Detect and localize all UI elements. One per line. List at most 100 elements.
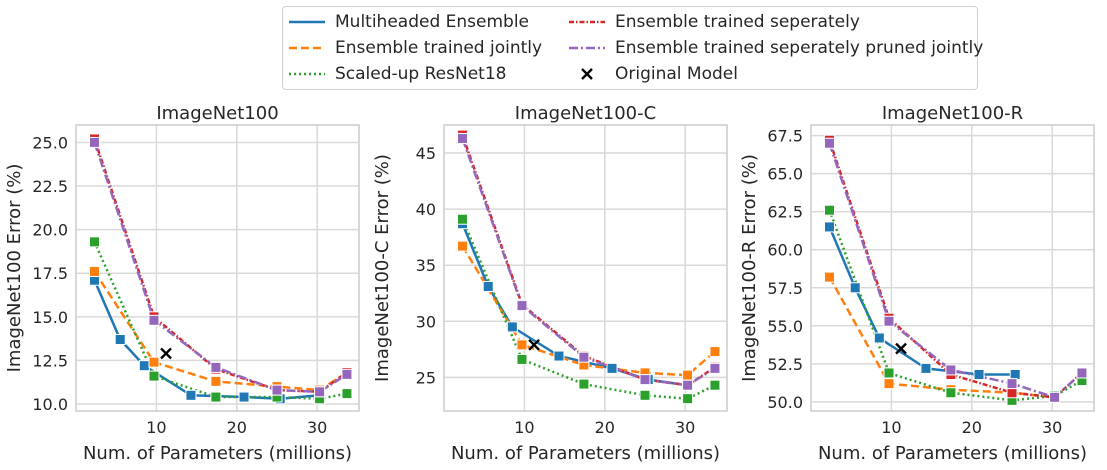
data-point-pruned [148,314,160,326]
data-point-jointly [516,339,528,351]
legend-item-seperately: Ensemble trained seperately [567,10,860,34]
data-point-pruned [456,132,468,144]
data-point-pruned [1076,367,1088,379]
data-point-pruned [210,361,222,373]
y-tick-label: 22.5 [32,177,68,196]
data-point-multiheaded [482,281,494,293]
data-point-jointly [456,240,468,252]
data-point-scaled [709,379,721,391]
y-tick-label: 12.5 [32,351,68,370]
data-point-jointly [709,346,721,358]
data-point-scaled [341,388,353,400]
data-point-pruned [682,379,694,391]
x-tick-label: 20 [227,418,247,437]
data-point-multiheaded [138,360,150,372]
legend-label: Original Model [615,64,738,84]
y-tick-label: 30 [416,312,436,331]
data-point-pruned [823,137,835,149]
data-point-pruned [639,374,651,386]
data-point-multiheaded [238,391,250,403]
plot-frame [75,124,360,412]
data-point-jointly [682,369,694,381]
data-point-scaled [210,391,222,403]
y-axis-label: ImageNet100-R Error (%) [739,154,760,382]
data-point-scaled [682,393,694,405]
data-point-jointly [148,356,160,368]
y-axis-label: ImageNet100-C Error (%) [372,154,393,382]
y-tick-label: 65.0 [767,165,803,184]
plot-frame [810,124,1095,412]
series-line-seperately [461,134,716,387]
data-point-multiheaded [506,321,518,333]
series-line-pruned [461,138,716,387]
data-point-pruned [516,300,528,312]
y-tick-label: 60.0 [767,241,803,260]
data-point-multiheaded [973,368,985,380]
x-tick-label: 10 [146,418,166,437]
data-point-scaled [639,389,651,401]
x-tick-label: 30 [675,418,695,437]
legend-label: Scaled-up ResNet18 [335,64,507,84]
y-tick-label: 20.0 [32,221,68,240]
series-line-multiheaded [93,279,320,401]
legend-line-solid-icon [289,20,325,24]
data-point-pruned [341,368,353,380]
data-point-pruned [883,315,895,327]
x-axis-label: Num. of Parameters (millions) [818,443,1087,464]
data-point-pruned [1049,391,1061,403]
y-tick-label: 25.0 [32,133,68,152]
data-point-scaled [578,378,590,390]
y-tick-label: 55.0 [767,317,803,336]
y-tick-label: 40 [416,200,436,219]
series-line-multiheaded [828,226,1016,376]
x-marker-icon [581,68,593,80]
data-point-multiheaded [185,389,197,401]
y-axis-label: ImageNet100 Error (%) [4,164,25,373]
plot-frame [443,124,728,412]
data-point-multiheaded [606,362,618,374]
original-model-marker [895,342,907,355]
legend-label: Ensemble trained jointly [335,38,543,58]
data-point-jointly [823,271,835,283]
data-point-pruned [88,136,100,148]
data-point-seperately [1006,387,1018,399]
data-point-multiheaded [849,282,861,294]
data-point-pruned [314,386,326,398]
legend-item-pruned: Ensemble trained seperately pruned joint… [567,36,983,60]
y-tick-label: 52.5 [767,355,803,374]
data-point-multiheaded [920,362,932,374]
y-tick-label: 35 [416,256,436,275]
legend-line-dotted-icon [289,72,325,76]
x-axis-label: Num. of Parameters (millions) [83,443,352,464]
y-tick-label: 62.5 [767,203,803,222]
data-point-jointly [883,378,895,390]
y-tick-label: 10.0 [32,395,68,414]
x-tick-label: 20 [595,418,615,437]
data-point-pruned [271,384,283,396]
data-point-scaled [883,367,895,379]
x-tick-label: 30 [307,418,327,437]
panel-title: ImageNet100 [156,103,278,124]
original-model-marker [528,338,540,351]
data-point-multiheaded [1009,368,1021,380]
data-point-pruned [945,364,957,376]
data-point-multiheaded [873,332,885,344]
data-point-pruned [578,351,590,363]
series-line-jointly [828,276,1055,399]
legend-line-dashdot-icon [569,20,605,24]
x-tick-label: 10 [881,418,901,437]
legend: Multiheaded Ensemble Ensemble trained jo… [282,6,983,90]
data-point-scaled [148,370,160,382]
legend-label: Ensemble trained seperately [615,12,860,32]
legend-item-original: Original Model [567,62,738,86]
y-tick-label: 67.5 [767,127,803,146]
series-line-seperately [828,139,1083,399]
data-point-multiheaded [114,334,126,345]
data-point-scaled [945,387,957,399]
data-point-multiheaded [553,350,565,362]
original-model-marker [160,347,172,360]
data-point-multiheaded [823,221,835,233]
y-tick-label: 45 [416,144,436,163]
y-tick-label: 15.0 [32,308,68,327]
legend-line-dashed-icon [289,46,325,50]
